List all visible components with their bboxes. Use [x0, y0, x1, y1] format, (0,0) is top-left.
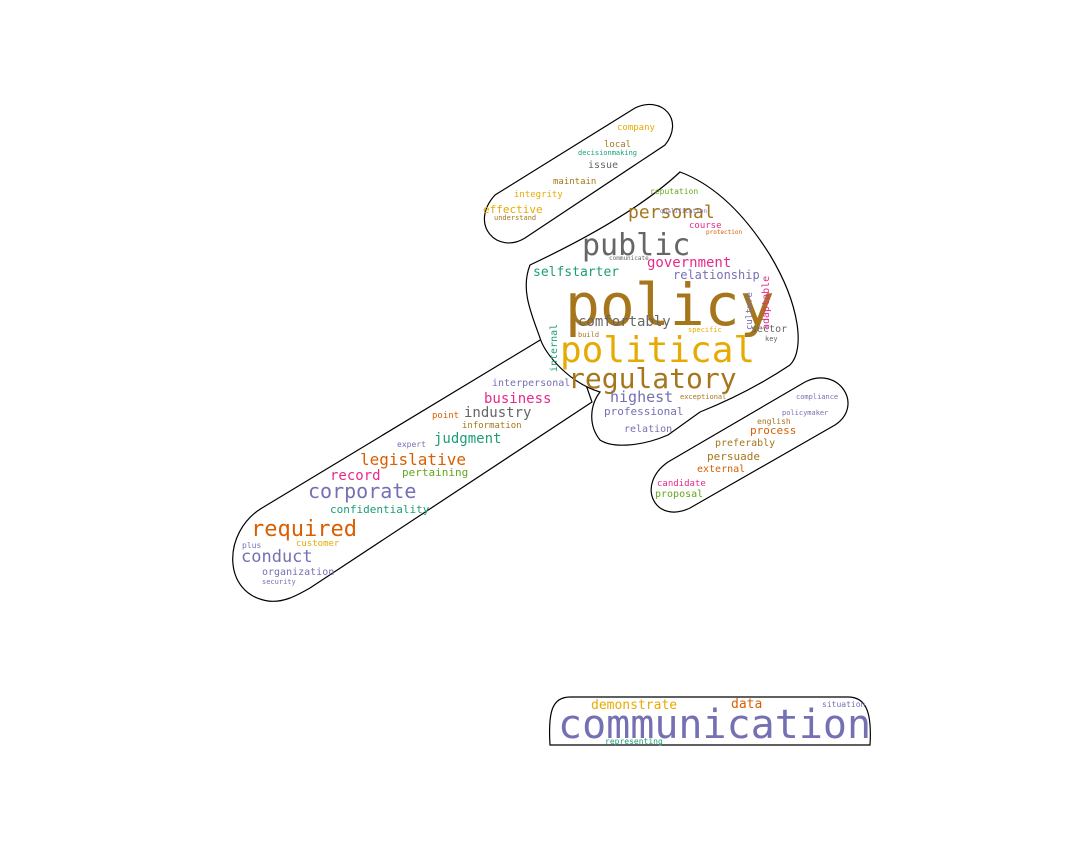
word-reputation: reputation [650, 187, 698, 196]
word-sector: sector [751, 324, 787, 335]
word-conduct: conduct [241, 547, 313, 567]
word-effective: effective [483, 203, 543, 216]
word-communicate: communicate [609, 255, 649, 262]
word-legislative: legislative [360, 450, 466, 469]
word-record: record [330, 468, 381, 484]
word-qualification: qualification [660, 208, 707, 215]
gavel-head-shape [525, 171, 799, 446]
word-company: company [617, 123, 656, 133]
word-internal: internal [549, 324, 560, 372]
word-proposal: proposal [655, 489, 703, 500]
word-highest: highest [610, 388, 673, 406]
word-external: external [697, 464, 745, 475]
word-protection: protection [706, 229, 743, 236]
word-government: government [647, 255, 731, 271]
word-maintain: maintain [553, 177, 596, 187]
word-data: data [731, 697, 762, 712]
word-culture: culture [745, 292, 755, 330]
word-expert: expert [397, 440, 426, 449]
word-decisionmaking: decisionmaking [578, 149, 637, 157]
word-information: information [462, 421, 522, 431]
word-policymaker: policymaker [782, 409, 828, 417]
word-compliance: compliance [796, 393, 838, 401]
word-communication: communication [558, 702, 871, 748]
word-preferably: preferably [715, 438, 775, 449]
word-key: key [765, 335, 778, 343]
word-confidentiality: confidentiality [330, 503, 430, 516]
word-build: build [578, 331, 599, 339]
word-pertaining: pertaining [402, 466, 468, 479]
gavel-base-shape [548, 696, 871, 746]
word-course: course [689, 221, 722, 231]
word-judgment: judgment [434, 431, 501, 447]
word-comfortably: comfortably [578, 314, 671, 330]
word-public: public [582, 228, 690, 263]
word-english: english [757, 417, 791, 426]
word-situation: situation [822, 700, 866, 709]
word-interpersonal: interpersonal [492, 378, 570, 389]
word-relation: relation [624, 424, 672, 435]
word-policy: policy [565, 271, 775, 339]
word-plus: plus [242, 541, 261, 550]
word-understand: understand [494, 214, 536, 222]
word-process: process [750, 424, 796, 437]
word-relationship: relationship [673, 268, 760, 282]
word-local: local [604, 140, 631, 150]
word-adaptable: adaptable [761, 276, 772, 330]
word-layer: policypoliticalregulatorypubliccommunica… [241, 123, 871, 748]
word-persuade: persuade [707, 450, 760, 463]
word-industry: industry [464, 405, 531, 421]
word-point: point [432, 411, 459, 421]
word-corporate: corporate [308, 479, 416, 503]
word-representing: representing [605, 737, 663, 746]
gavel-side-pill-shape [650, 377, 849, 513]
word-professional: professional [604, 405, 683, 418]
word-political: political [560, 330, 755, 371]
word-demonstrate: demonstrate [591, 698, 677, 713]
word-required: required [251, 517, 357, 542]
word-selfstarter: selfstarter [533, 265, 619, 280]
word-integrity: integrity [514, 190, 563, 200]
gavel-outline [232, 103, 871, 746]
word-security: security [262, 578, 296, 586]
word-specific: specific [688, 326, 722, 334]
word-business: business [484, 391, 551, 407]
word-issue: issue [588, 160, 618, 171]
gavel-handle-shape [232, 324, 593, 602]
word-organization: organization [262, 567, 334, 578]
word-regulatory: regulatory [568, 362, 737, 395]
word-personal: personal [628, 202, 715, 223]
word-candidate: candidate [657, 479, 706, 489]
word-customer: customer [296, 539, 340, 549]
gavel-top-pill-shape [483, 103, 674, 244]
word-exceptional: exceptional [680, 393, 726, 401]
